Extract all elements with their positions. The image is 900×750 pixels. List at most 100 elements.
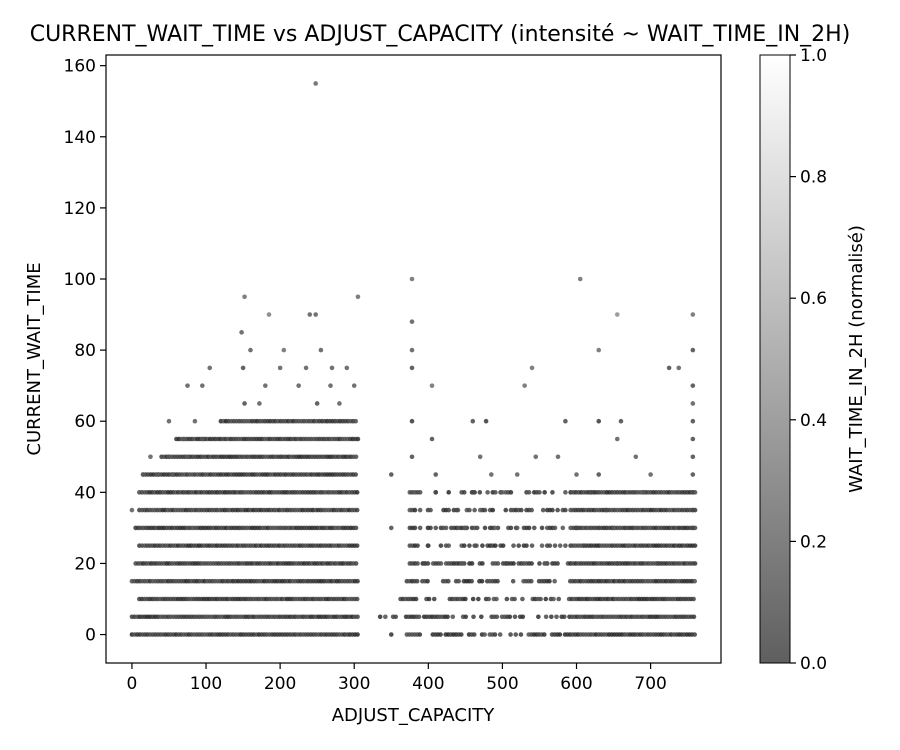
data-point [690,436,696,442]
data-point [458,632,464,637]
data-point [541,632,547,637]
data-point [353,561,359,566]
data-point [433,472,439,477]
data-point [691,614,697,620]
data-point [474,525,480,531]
data-point [485,490,490,495]
data-point [489,472,494,477]
y-tick-label: 140 [64,128,96,148]
data-point [185,383,190,388]
data-point [425,561,431,566]
data-point [574,472,579,477]
data-point [690,401,696,406]
data-point [511,561,516,566]
data-point [531,525,537,531]
data-point [242,401,247,406]
data-point [426,596,432,602]
data-point [493,543,498,548]
data-point [563,418,568,424]
data-point [690,347,696,353]
data-point [692,632,697,637]
data-point [526,490,532,495]
data-point [500,490,505,495]
data-point [495,561,501,566]
data-point [417,632,423,637]
data-point [581,543,587,548]
data-point [450,614,456,620]
data-point [482,632,487,637]
data-point [529,561,534,566]
data-point [428,507,433,513]
data-point [412,525,418,531]
data-point [655,561,661,566]
data-point [409,347,415,353]
data-point [471,614,476,620]
data-point [479,614,484,620]
data-point [413,596,419,602]
points-layer [129,81,698,637]
colorbar-tick-label: 0.4 [800,411,827,431]
data-point [353,418,359,424]
data-point [277,365,283,371]
data-point [550,490,555,495]
data-point [416,614,422,620]
data-point [461,490,467,495]
data-point [353,525,359,531]
data-point [526,525,532,531]
data-point [692,561,698,566]
data-point [129,507,135,513]
data-point [589,490,594,495]
data-point [522,383,527,388]
data-point [383,614,388,620]
data-point [207,365,213,371]
data-point [467,543,472,548]
data-point [557,632,563,637]
data-point [563,490,568,495]
data-point [574,525,579,531]
y-tick-label: 100 [64,270,96,290]
data-point [166,418,172,424]
data-point [483,418,489,424]
data-point [429,383,435,388]
data-point [355,632,360,637]
data-point [307,312,313,317]
data-point [314,401,320,406]
data-point [445,614,450,620]
data-point [469,578,474,584]
data-point [242,294,247,300]
data-point [519,507,524,513]
data-point [560,525,566,531]
data-point [563,543,568,548]
data-point [537,561,542,566]
data-point [240,365,246,371]
data-point [425,578,430,584]
data-point [414,578,420,584]
data-point [552,525,558,531]
x-axis: 0 100 200 300 400 500 600 700 [127,663,667,694]
data-point [633,454,639,460]
data-point [438,632,443,637]
data-point [490,507,496,513]
data-point [354,596,360,602]
data-point [388,632,394,637]
data-point [512,614,518,620]
data-point [438,543,444,548]
data-point [529,507,534,513]
data-point [377,614,383,620]
data-point [690,383,696,388]
data-point [603,507,609,513]
data-point [181,436,187,442]
data-point [551,596,556,602]
data-point [239,330,244,335]
data-point [471,632,477,637]
y-axis: 0 20 40 60 80 100 120 140 160 [64,57,106,646]
data-point [549,614,554,620]
data-point [417,525,423,531]
data-point [446,507,452,513]
data-point [155,472,161,477]
data-point [520,614,526,620]
data-point [459,561,464,566]
data-point [415,543,420,548]
data-point [508,490,514,495]
data-point [508,525,514,531]
